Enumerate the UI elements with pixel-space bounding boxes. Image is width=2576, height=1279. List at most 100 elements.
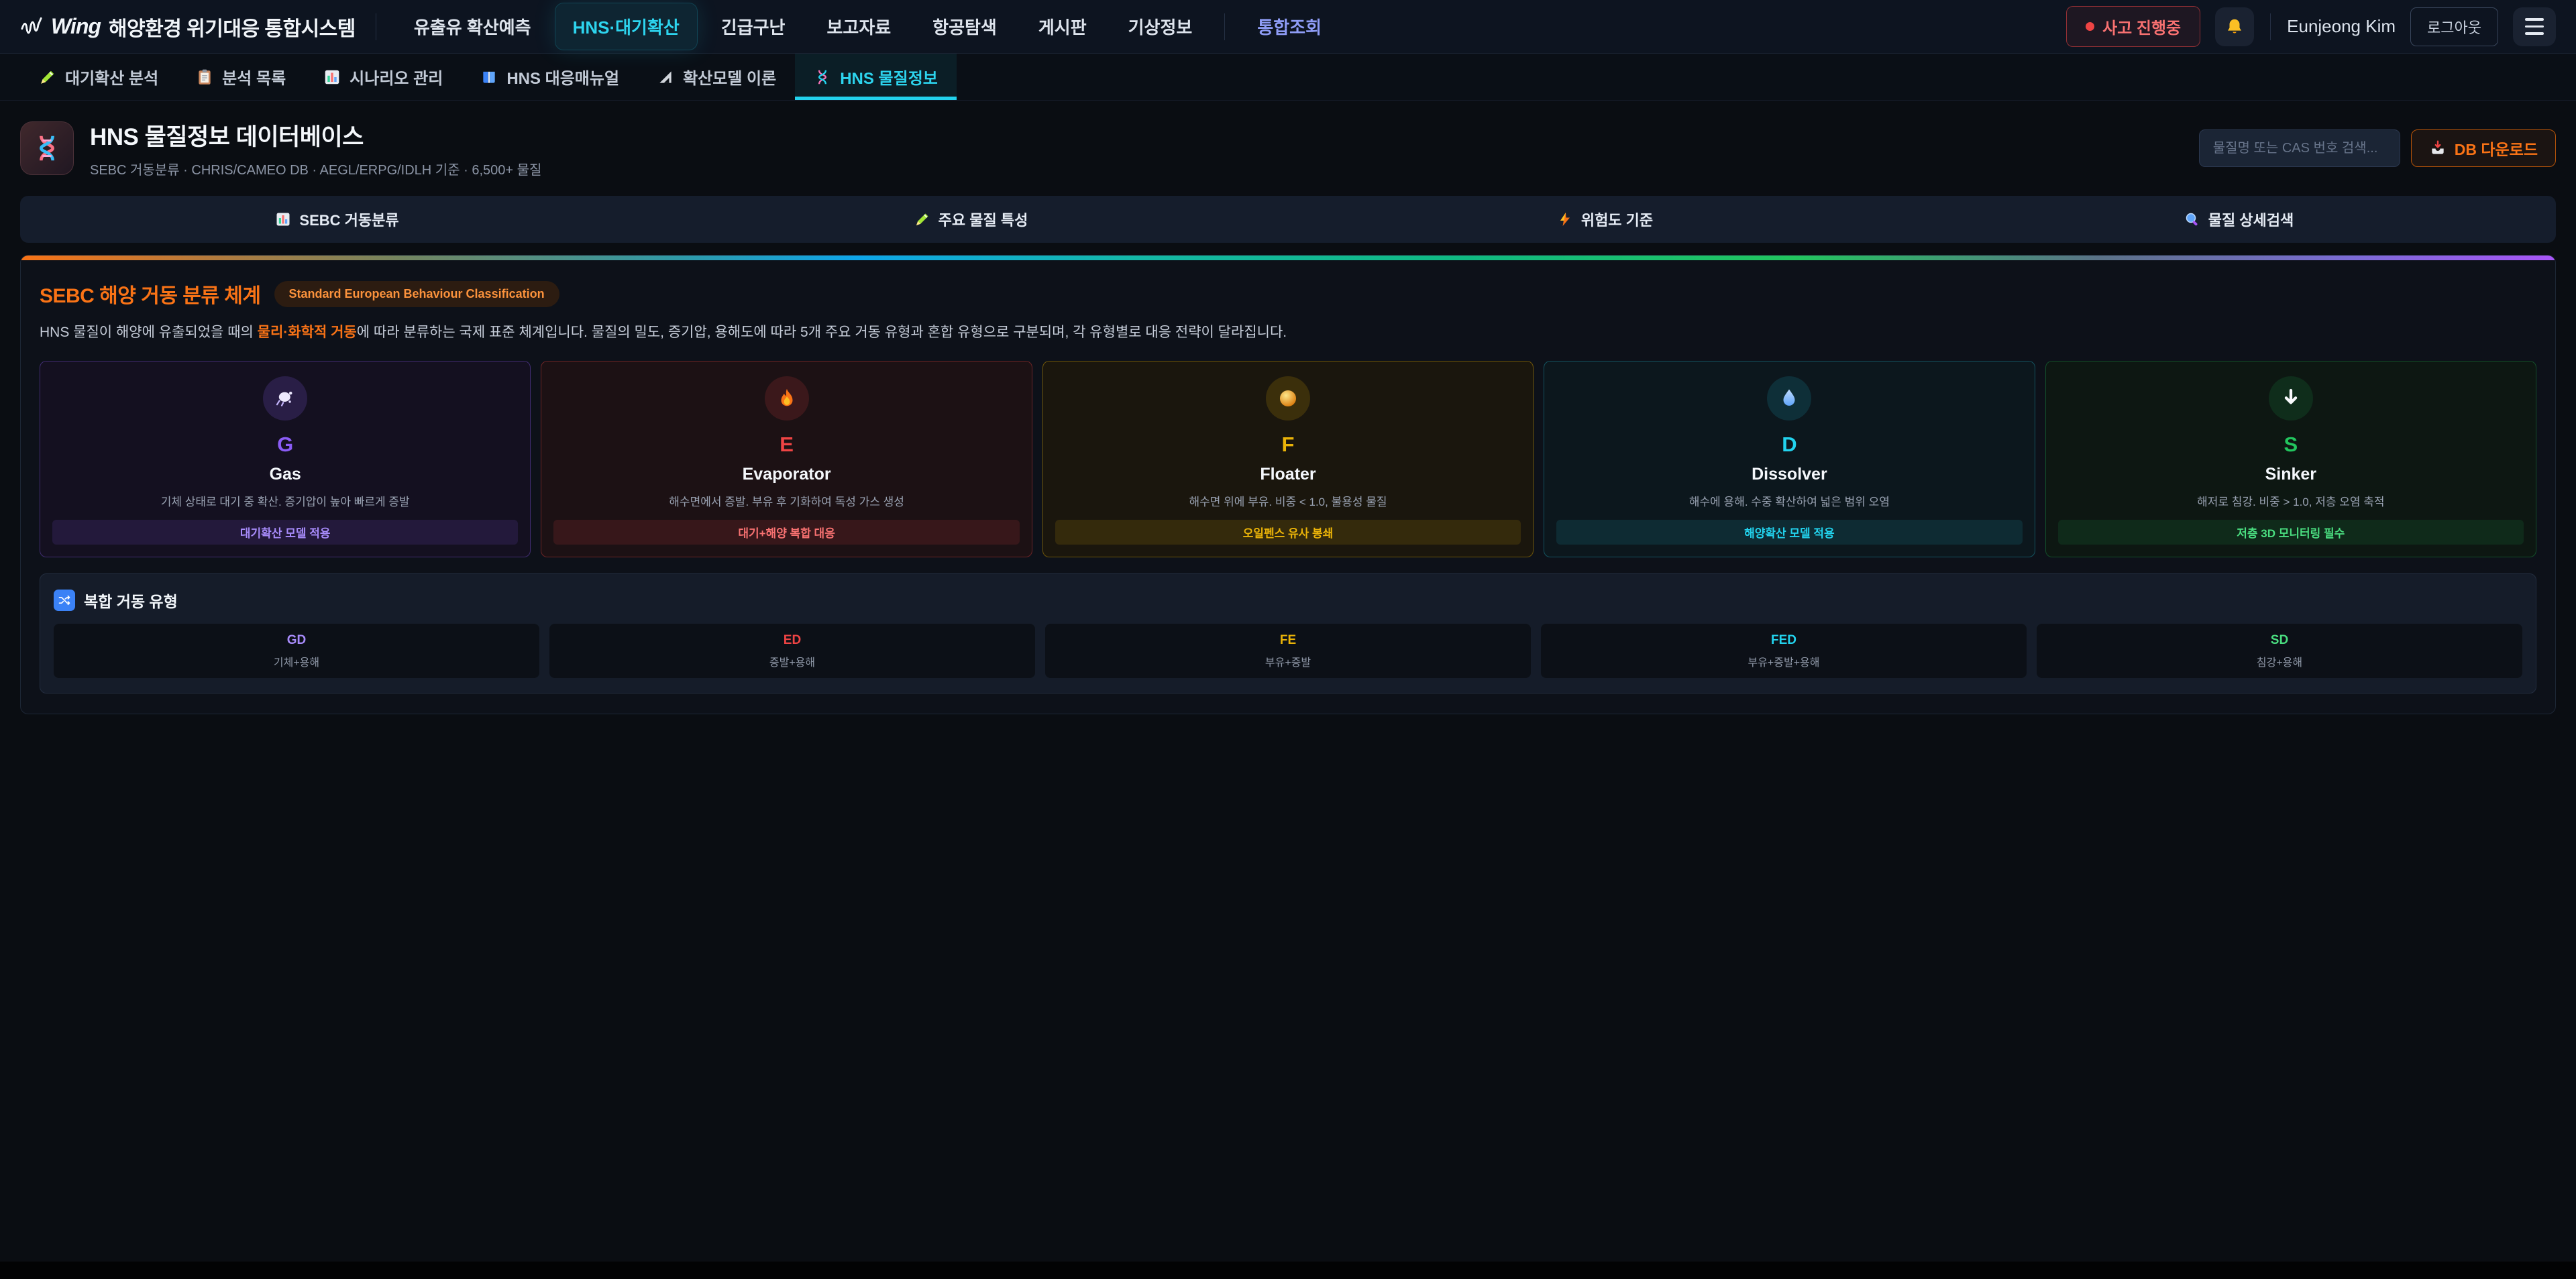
bar-chart-icon	[325, 70, 339, 84]
behavior-desc: 기체 상태로 대기 중 확산. 증기압이 높아 빠르게 증발	[160, 495, 410, 508]
subtab-hns-manual[interactable]: HNS 대응매뉴얼	[462, 54, 638, 100]
sebc-badge: Standard European Behaviour Classificati…	[274, 280, 559, 307]
main-menu: 유출유 확산예측 HNS·대기확산 긴급구난 보고자료 항공탐색 게시판 기상정…	[396, 3, 1339, 50]
lightning-icon	[1560, 213, 1570, 226]
behavior-code: G	[277, 432, 294, 456]
sub-navigation: 대기확산 분석 분석 목록 시나리오 관리 HNS 대응매뉴얼	[0, 54, 2576, 101]
behavior-name: Dissolver	[1752, 464, 1827, 484]
card-floater[interactable]: F Floater 해수면 위에 부유. 비중 < 1.0, 불용성 물질 오일…	[1042, 360, 1534, 557]
tab-label: 물질 상세검색	[2208, 212, 2294, 229]
subtab-label: 확산모델 이론	[683, 70, 777, 88]
nav-item-reports[interactable]: 보고자료	[826, 17, 892, 38]
behavior-desc: 해수에 용해. 수중 확산하여 넓은 범위 오염	[1688, 495, 1890, 508]
behavior-desc: 해저로 침강. 비중 > 1.0, 저층 오염 축적	[2197, 495, 2385, 508]
tab-substance-detail-search[interactable]: 물질 상세검색	[1922, 196, 2556, 243]
subtab-analysis-list[interactable]: 분석 목록	[177, 54, 305, 100]
nav-item-emergency-rescue[interactable]: 긴급구난	[720, 17, 786, 38]
subtab-label: HNS 대응매뉴얼	[506, 70, 620, 88]
subtab-dispersion-model-theory[interactable]: 확산모델 이론	[638, 54, 795, 100]
hamburger-icon	[2525, 18, 2544, 35]
page-title: HNS 물질정보 데이터베이스	[90, 124, 364, 150]
behavior-code: E	[780, 432, 794, 456]
card-gas[interactable]: G Gas 기체 상태로 대기 중 확산. 증기압이 높아 빠르게 증발 대기확…	[40, 360, 531, 557]
complex-item-sd[interactable]: SD 침강+용해	[2037, 623, 2522, 678]
complex-code: FED	[1771, 632, 1796, 647]
yellow-sphere-icon	[1265, 376, 1310, 421]
notification-button[interactable]	[2215, 7, 2255, 46]
subtab-hns-substance-info[interactable]: HNS 물질정보	[795, 54, 957, 100]
tab-sebc-classification[interactable]: SEBC 거동분류	[20, 196, 654, 243]
behavior-tag: 오일펜스 유사 봉쇄	[1055, 519, 1521, 545]
complex-code: SD	[2270, 632, 2289, 647]
bar-chart-icon	[276, 213, 290, 226]
complex-title: 복합 거동 유형	[84, 592, 178, 610]
behavior-code: D	[1782, 432, 1797, 456]
tab-label: 주요 물질 특성	[938, 212, 1028, 229]
clipboard-icon	[199, 69, 211, 85]
subtab-label: HNS 물질정보	[840, 70, 938, 88]
behavior-name: Evaporator	[742, 464, 831, 484]
complex-behavior-panel: 복합 거동 유형 GD 기체+용해 ED 증발+용해 FE 부유+증발 FED …	[40, 573, 2536, 693]
behavior-name: Sinker	[2265, 464, 2317, 484]
card-dissolver[interactable]: D Dissolver 해수에 용해. 수중 확산하여 넓은 범위 오염 해양확…	[1544, 360, 2035, 557]
tab-label: SEBC 거동분류	[299, 212, 399, 229]
hamburger-menu-button[interactable]	[2513, 7, 2556, 46]
subtab-scenario-management[interactable]: 시나리오 관리	[305, 54, 462, 100]
complex-item-gd[interactable]: GD 기체+용해	[54, 623, 539, 678]
top-navigation: Wing 해양환경 위기대응 통합시스템 유출유 확산예측 HNS·대기확산 긴…	[0, 0, 2576, 54]
nav-item-aerial-search[interactable]: 항공탐색	[932, 17, 997, 38]
divider	[1224, 13, 1226, 40]
tab-substance-properties[interactable]: 주요 물질 특성	[654, 196, 1288, 243]
header-actions: DB 다운로드	[2198, 129, 2556, 167]
dna-icon	[818, 70, 827, 84]
complex-items: GD 기체+용해 ED 증발+용해 FE 부유+증발 FED 부유+증발+용해 …	[54, 623, 2522, 678]
db-download-label: DB 다운로드	[2454, 141, 2538, 158]
wave-logo-icon	[21, 17, 42, 34]
red-dot-icon	[2086, 22, 2095, 31]
behavior-tag: 대기+해양 복합 대응	[553, 519, 1020, 545]
subtab-label: 분석 목록	[222, 70, 286, 88]
complex-code: ED	[783, 632, 802, 647]
desc-text: HNS 물질이 해양에 유출되었을 때의	[40, 325, 258, 340]
logo-mark: Wing	[51, 14, 101, 38]
nav-item-board[interactable]: 게시판	[1038, 17, 1087, 38]
db-download-button[interactable]: DB 다운로드	[2410, 129, 2556, 167]
complex-label: 부유+증발	[1265, 657, 1311, 669]
nav-item-weather[interactable]: 기상정보	[1128, 17, 1193, 38]
behavior-desc: 해수면에서 증발. 부유 후 기화하여 독성 가스 생성	[669, 495, 904, 508]
shuffle-icon	[54, 589, 75, 611]
behavior-name: Gas	[269, 464, 301, 484]
nav-item-oil-spill[interactable]: 유출유 확산예측	[413, 17, 531, 38]
behavior-tag: 해양확산 모델 적용	[1556, 519, 2023, 545]
complex-item-ed[interactable]: ED 증발+용해	[549, 623, 1035, 678]
card-evaporator[interactable]: E Evaporator 해수면에서 증발. 부유 후 기화하여 독성 가스 생…	[541, 360, 1032, 557]
incident-status-badge[interactable]: 사고 진행중	[2066, 6, 2201, 47]
complex-code: GD	[286, 632, 307, 647]
complex-item-fed[interactable]: FED 부유+증발+용해	[1541, 623, 2027, 678]
behavior-cards: G Gas 기체 상태로 대기 중 확산. 증기압이 높아 빠르게 증발 대기확…	[40, 360, 2536, 557]
incident-status-label: 사고 진행중	[2102, 19, 2182, 38]
complex-label: 기체+용해	[273, 657, 320, 669]
subtab-atmos-analysis[interactable]: 대기확산 분석	[20, 54, 177, 100]
tab-label: 위험도 기준	[1580, 212, 1654, 229]
behavior-tag: 대기확산 모델 적용	[52, 519, 519, 545]
gas-puff-icon	[263, 376, 308, 421]
nav-item-integrated-search[interactable]: 통합조회	[1257, 17, 1322, 38]
behavior-code: S	[2284, 432, 2298, 456]
divider	[2270, 13, 2271, 40]
nav-item-hns-dispersion[interactable]: HNS·대기확산	[555, 3, 697, 50]
page-header: HNS 물질정보 데이터베이스 SEBC 거동분류 · CHRIS/CAMEO …	[0, 101, 2576, 192]
sebc-panel: SEBC 해양 거동 분류 체계 Standard European Behav…	[20, 255, 2556, 714]
card-sinker[interactable]: S Sinker 해저로 침강. 비중 > 1.0, 저층 오염 축적 저층 3…	[2045, 360, 2536, 557]
subtab-label: 시나리오 관리	[350, 70, 443, 88]
droplet-icon	[1767, 376, 1812, 421]
logout-button[interactable]: 로그아웃	[2410, 7, 2498, 46]
complex-item-fe[interactable]: FE 부유+증발	[1045, 623, 1531, 678]
tab-risk-criteria[interactable]: 위험도 기준	[1288, 196, 1922, 243]
complex-label: 침강+용해	[2256, 657, 2303, 669]
desc-text: 에 따라 분류하는 국제 표준 체계입니다. 물질의 밀도, 증기압, 용해도에…	[356, 325, 1287, 340]
substance-search-input[interactable]	[2198, 129, 2400, 167]
complex-label: 부유+증발+용해	[1748, 657, 1820, 669]
book-icon	[483, 71, 495, 83]
pencil-icon	[41, 70, 54, 84]
